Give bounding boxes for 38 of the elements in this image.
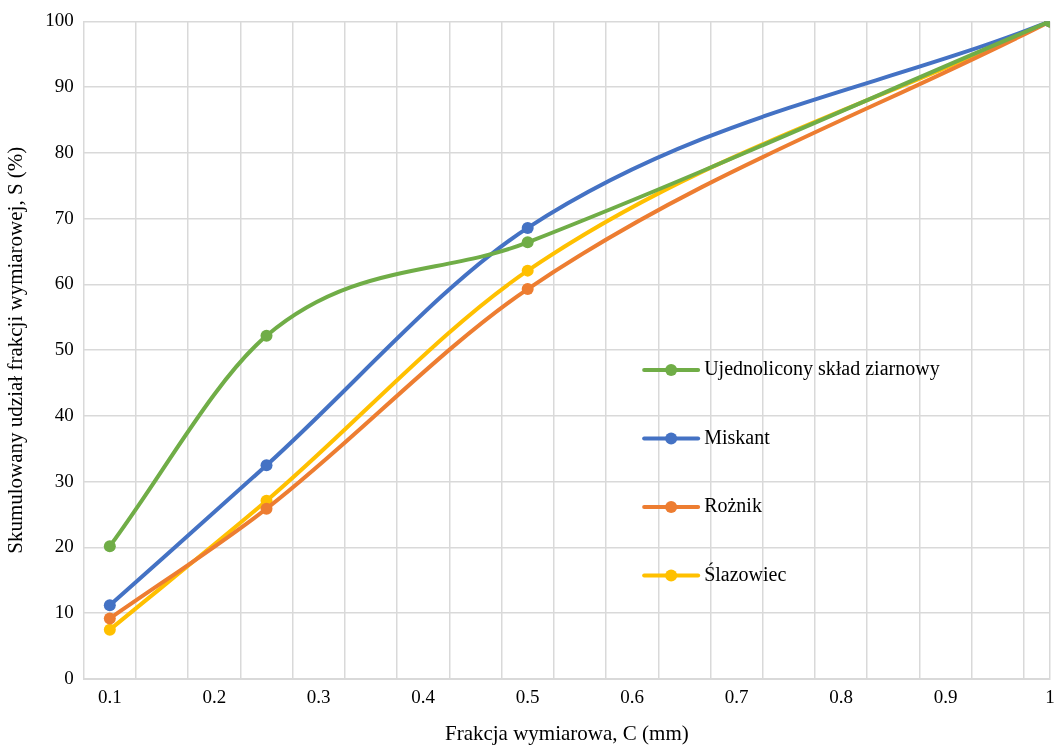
y-tick-label: 80 xyxy=(54,140,74,162)
x-tick-label: 0.1 xyxy=(97,686,122,708)
point xyxy=(260,459,273,472)
y-tick-label: 100 xyxy=(45,9,74,31)
x-tick-label: 0.9 xyxy=(933,686,958,708)
point xyxy=(521,236,534,249)
x-tick-label: 0.5 xyxy=(515,686,540,708)
point xyxy=(521,283,534,296)
x-tick-label: 0.3 xyxy=(306,686,331,708)
x-axis-title: Frakcja wymiarowa, C (mm) xyxy=(444,720,689,745)
y-tick-label: 70 xyxy=(54,206,74,228)
x-tick-label: 1 xyxy=(1045,686,1055,708)
point xyxy=(103,540,116,553)
point xyxy=(103,612,116,625)
x-tick-label: 0.4 xyxy=(411,686,436,708)
y-tick-label: 40 xyxy=(54,403,74,425)
point xyxy=(521,221,534,234)
x-tick-label: 0.2 xyxy=(202,686,227,708)
y-tick-label: 60 xyxy=(54,272,74,294)
y-tick-label: 50 xyxy=(54,338,74,360)
point xyxy=(521,264,534,277)
y-tick-label: 20 xyxy=(54,535,74,557)
y-tick-label: 30 xyxy=(54,469,74,491)
y-tick-label: 10 xyxy=(54,601,74,623)
legend-label: Ujednolicony skład ziarnowy xyxy=(704,357,940,381)
point xyxy=(260,329,273,342)
y-tick-label: 90 xyxy=(54,75,74,97)
legend-label: Rożnik xyxy=(704,494,762,517)
x-tick-label: 0.8 xyxy=(829,686,853,708)
legend-label: Ślazowiec xyxy=(704,561,787,585)
point xyxy=(103,599,116,612)
point xyxy=(103,623,116,636)
y-tick-label: 0 xyxy=(64,666,74,688)
y-axis-title: Skumulowany udział frakcji wymiarowej, S (%) xyxy=(3,146,28,554)
legend-label: Miskant xyxy=(704,425,771,448)
point xyxy=(260,502,273,515)
x-tick-label: 0.6 xyxy=(620,686,645,708)
x-tick-label: 0.7 xyxy=(724,686,749,708)
